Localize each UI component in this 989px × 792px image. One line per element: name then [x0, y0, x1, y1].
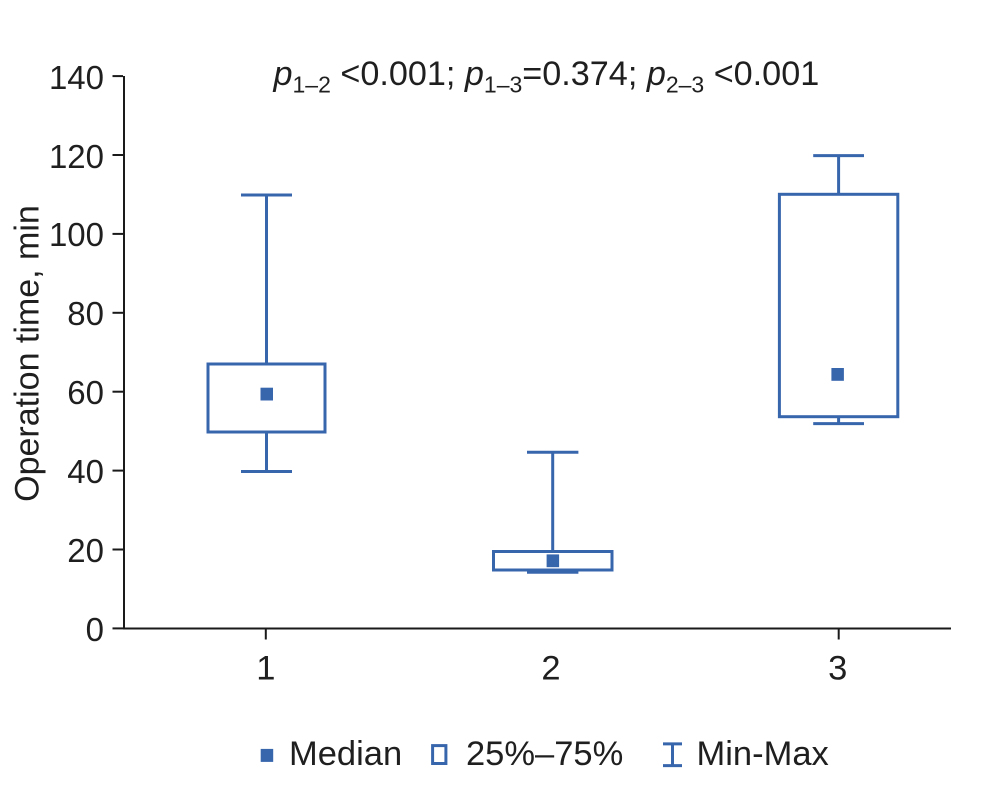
svg-text:120: 120	[49, 138, 104, 175]
svg-text:Operation time, min: Operation time, min	[9, 205, 47, 502]
svg-text:1: 1	[256, 650, 275, 688]
svg-text:Min-Max: Min-Max	[697, 735, 829, 773]
svg-text:60: 60	[67, 374, 104, 411]
svg-text:p1–2 <0.001; p1–3=0.374; p2–3: p1–2 <0.001; p1–3=0.374; p2–3 <0.001	[273, 55, 820, 98]
svg-text:25%–75%: 25%–75%	[466, 735, 623, 773]
svg-text:20: 20	[67, 532, 104, 569]
svg-text:100: 100	[49, 216, 104, 253]
svg-text:2: 2	[541, 650, 560, 688]
svg-text:140: 140	[49, 59, 104, 96]
svg-text:40: 40	[67, 453, 104, 490]
svg-text:Median: Median	[289, 735, 402, 773]
svg-text:0: 0	[86, 611, 104, 648]
svg-text:3: 3	[828, 650, 847, 688]
svg-text:80: 80	[67, 295, 104, 332]
